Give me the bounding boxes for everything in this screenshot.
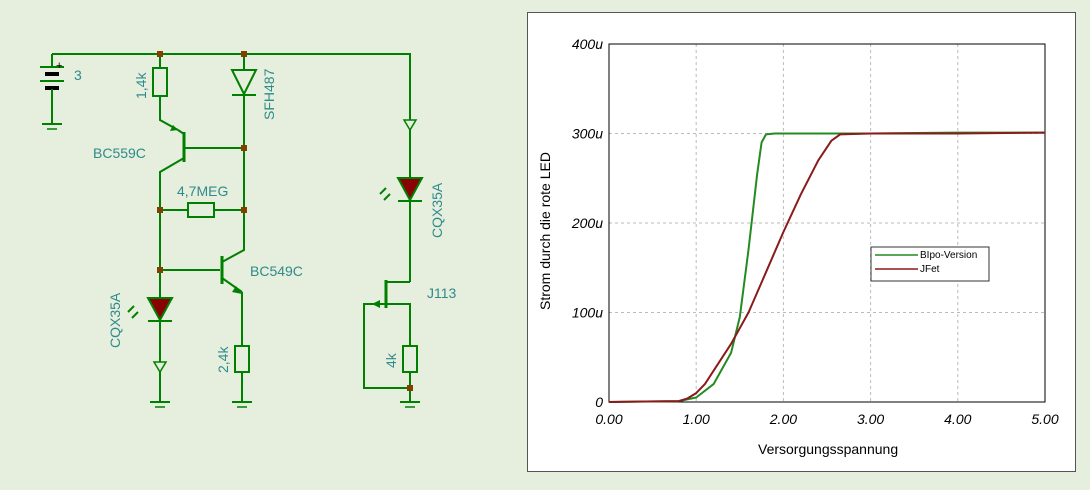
plot-frame [608, 43, 1046, 403]
top-rail-wire [52, 53, 411, 120]
jfet-label: J113 [427, 285, 457, 301]
series-line-jfet [608, 131, 1046, 403]
x-tick-label: 5.00 [1031, 411, 1058, 427]
q2-label: BC549C [250, 263, 303, 279]
diode-sfh487: SFH487 [230, 54, 277, 240]
y-tick-label: 300u [572, 126, 603, 142]
transistor-q1: BC559C [93, 129, 244, 270]
y-tick-label: 0 [595, 394, 603, 410]
led-1: CQX35A [107, 270, 174, 408]
led-2: CQX35A [379, 119, 445, 282]
chart-legend: BIpo-Version JFet [870, 246, 990, 282]
r1-label: 1,4k [133, 72, 149, 99]
y-tick-label: 400u [572, 36, 603, 52]
x-axis-label: Versorgungsspannung [758, 441, 898, 457]
jfet-j113: J113 [363, 280, 457, 389]
r3-label: 4k [383, 352, 399, 368]
junction-dots [157, 51, 413, 391]
sfh487-label: SFH487 [261, 68, 277, 120]
y-tick-label: 200u [571, 215, 603, 231]
q1-label: BC559C [93, 145, 146, 161]
circuit-schematic: + 3 1,4k BC559C SFH487 4,7MEG [40, 51, 457, 408]
battery: + 3 [40, 54, 82, 130]
x-tick-label: 4.00 [944, 411, 971, 427]
battery-voltage-label: 3 [74, 67, 82, 83]
current-vs-voltage-chart: 0.00 1.00 2.00 3.00 4.00 5.00 0 100u 200u 300u 400… [537, 36, 1059, 457]
led2-label: CQX35A [429, 182, 445, 238]
legend-label-bipo: BIpo-Version [920, 250, 977, 261]
y-tick-label: 100u [572, 305, 603, 321]
x-tick-label: 0.00 [595, 411, 622, 427]
x-tick-label: 3.00 [857, 411, 884, 427]
chart-panel: 0.00 1.00 2.00 3.00 4.00 5.00 0 100u 200u 300u 400… [527, 12, 1076, 472]
resistor-feedback: 4,7MEG [160, 183, 244, 218]
battery-plus-sign: + [56, 60, 62, 72]
x-tick-label: 2.00 [769, 411, 797, 427]
feedback-resistor-label: 4,7MEG [177, 183, 228, 199]
r2-label: 2,4k [215, 346, 231, 373]
led1-label: CQX35A [107, 292, 123, 348]
resistor-r1: 1,4k [133, 54, 179, 131]
legend-label-jfet: JFet [920, 264, 940, 275]
x-tick-label: 1.00 [683, 411, 710, 427]
resistor-r2: 2,4k [215, 345, 252, 408]
resistor-r3: 4k [383, 345, 420, 408]
y-axis-label: Strom durch die rote LED [537, 152, 553, 310]
transistor-q2: BC549C [160, 240, 303, 346]
